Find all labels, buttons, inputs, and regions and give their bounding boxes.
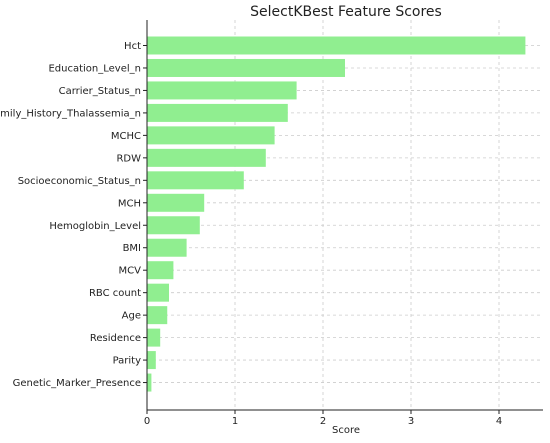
chart-title: SelectKBest Feature Scores	[250, 4, 442, 20]
y-tick-label: Education_Level_n	[48, 63, 141, 74]
x-axis-label: Score	[332, 425, 360, 436]
bar	[147, 171, 244, 190]
y-tick-label: Family_History_Thalassemia_n	[0, 108, 141, 119]
y-tick-label: MCV	[119, 266, 142, 277]
bar	[147, 81, 297, 100]
y-tick-label: Carrier_Status_n	[59, 86, 141, 97]
bar	[147, 148, 266, 167]
y-tick-label: MCH	[118, 198, 141, 209]
y-tick-label: MCHC	[111, 131, 141, 142]
y-tick-label: BMI	[123, 243, 141, 254]
bar	[147, 126, 275, 145]
bar	[147, 283, 169, 302]
bar	[147, 193, 205, 212]
y-tick-label: Genetic_Marker_Presence	[13, 378, 141, 389]
x-tick-label: 4	[496, 416, 502, 427]
bar	[147, 351, 156, 370]
bar	[147, 58, 345, 77]
bars	[147, 36, 526, 392]
y-tick-label: Residence	[90, 333, 141, 344]
y-tick-label: RBC count	[89, 288, 141, 299]
y-tick-labels: Hct Education_Level_n Carrier_Status_n Fami…	[0, 41, 141, 389]
x-tick-label: 3	[408, 416, 414, 427]
y-tick-label: Hemoglobin_Level	[49, 221, 141, 232]
axes	[143, 20, 543, 414]
bar	[147, 373, 152, 392]
bar	[147, 238, 187, 257]
y-tick-label: Parity	[113, 356, 142, 367]
bar	[147, 36, 526, 55]
x-tick-label: 1	[232, 416, 238, 427]
y-tick-label: Socioeconomic_Status_n	[18, 176, 141, 187]
x-tick-labels: 0 1 2 3 4	[144, 416, 502, 427]
x-tick-label: 2	[320, 416, 326, 427]
bar	[147, 261, 174, 280]
bar	[147, 103, 288, 122]
y-tick-label: Age	[122, 311, 141, 322]
bar	[147, 216, 200, 235]
bar	[147, 328, 161, 347]
gridlines	[146, 20, 543, 410]
x-tick-label: 0	[144, 416, 150, 427]
bar	[147, 306, 168, 325]
y-tick-label: Hct	[124, 41, 141, 52]
y-tick-label: RDW	[116, 153, 141, 164]
